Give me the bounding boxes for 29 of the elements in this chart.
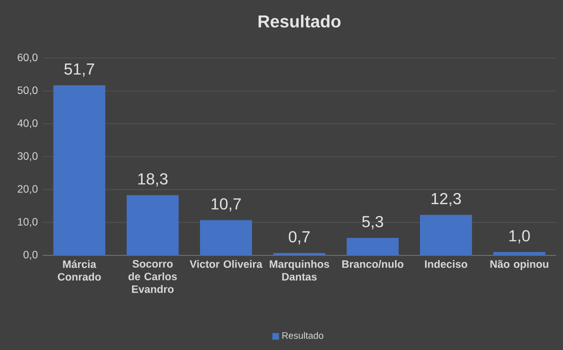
bar xyxy=(493,252,546,256)
x-tick-label: Branco/nulo xyxy=(342,260,404,268)
x-tick-label: Marquinhos Dantas xyxy=(270,260,330,281)
x-tick-label: Márcia Conrado xyxy=(58,260,101,281)
bar xyxy=(346,238,399,256)
y-tick-label: 40,0 xyxy=(17,119,38,128)
y-tick-label: 0,0 xyxy=(24,250,38,260)
legend-label: Resultado xyxy=(282,332,324,339)
chart-title: Resultado xyxy=(258,14,341,28)
y-tick-label: 50,0 xyxy=(18,86,38,96)
y-tick-label: 30,0 xyxy=(18,152,38,162)
bar xyxy=(420,214,472,256)
x-tick-label: Não opinou xyxy=(490,260,548,270)
data-label: 12,3 xyxy=(432,192,461,206)
data-label: 51,7 xyxy=(64,64,94,77)
y-tick-label: 60,0 xyxy=(18,54,38,62)
y-tick-label: 10,0 xyxy=(18,218,38,227)
data-label: 5,3 xyxy=(362,216,384,230)
data-label: 10,7 xyxy=(212,198,241,212)
data-label: 0,7 xyxy=(288,231,310,244)
x-tick-label: Socorro de Carlos Evandro xyxy=(128,260,177,293)
data-label: 1,0 xyxy=(509,230,530,244)
bar xyxy=(53,85,106,256)
x-tick-label: Indeciso xyxy=(425,260,468,268)
x-tick-label: Victor Oliveira xyxy=(190,260,262,268)
y-tick-label: 20,0 xyxy=(18,185,38,194)
data-label: 18,3 xyxy=(138,173,168,186)
bar xyxy=(126,195,179,256)
bar xyxy=(200,220,252,256)
